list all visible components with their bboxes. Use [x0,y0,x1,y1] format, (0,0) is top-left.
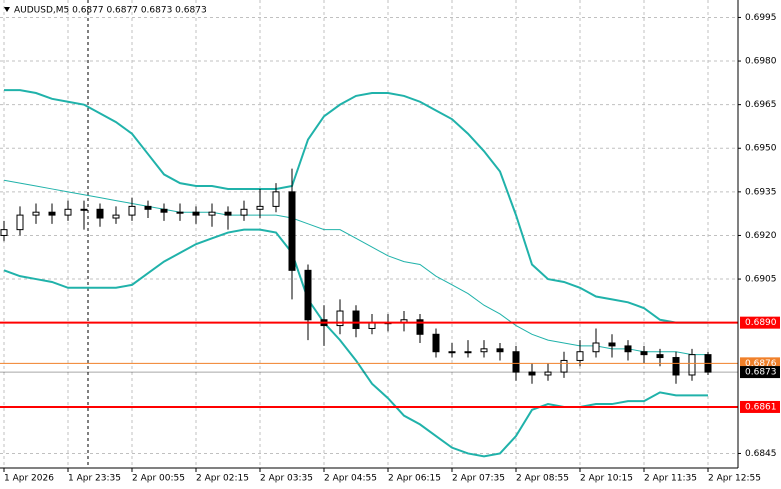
chart-title: AUDUSD,M5 0.6877 0.6877 0.6873 0.6873 [14,6,207,16]
candle-body [576,351,584,361]
candle-body [64,208,72,216]
candle-body [688,354,696,376]
x-tick-label: 2 Apr 10:15 [580,474,633,484]
candle-body [48,211,56,216]
candle-body [192,211,200,216]
candle-body [336,310,344,327]
y-tick-label: 0.6995 [745,13,777,23]
level-label: 0.6873 [745,368,777,378]
candle-body [160,208,168,213]
candle-body [128,205,136,216]
candle-body [640,351,648,356]
x-tick-label: 2 Apr 08:55 [516,474,569,484]
y-tick-label: 0.6935 [745,187,777,197]
level-label: 0.6861 [745,402,777,412]
candle-body [464,351,472,354]
x-tick-label: 2 Apr 06:15 [388,474,441,484]
indicator-line [3,228,708,458]
candle-body [32,211,40,216]
candle-body [304,269,312,321]
grid [0,0,738,468]
candle-body [544,371,552,376]
candle-body [672,357,680,376]
x-tick-label: 2 Apr 02:15 [196,474,249,484]
candle-body [512,351,520,373]
candle-body [144,205,152,210]
x-tick-label: 2 Apr 03:35 [260,474,313,484]
candle-body [528,371,536,376]
candle-body [496,348,504,353]
candle-body [448,351,456,354]
x-tick-label: 1 Apr 2026 [4,474,54,484]
candle-body [592,342,600,353]
x-tick-label: 1 Apr 23:35 [68,474,121,484]
candle-body [416,319,424,335]
candle-body [656,354,664,359]
candle-body [560,359,568,373]
x-tick-label: 2 Apr 04:55 [324,474,377,484]
candle-body [432,333,440,353]
level-badge [740,316,780,329]
plot [0,89,738,458]
level-label: 0.6876 [745,359,777,369]
y-tick-label: 0.6905 [745,275,777,285]
candle-body [624,345,632,353]
y-tick-label: 0.6950 [745,144,777,154]
indicator-line [3,179,708,356]
y-tick-label: 0.6845 [745,449,777,459]
y-tick-label: 0.6980 [745,57,777,67]
x-tick-label: 2 Apr 12:55 [708,474,761,484]
x-tick-label: 2 Apr 07:35 [452,474,505,484]
x-tick-label: 2 Apr 11:35 [644,474,697,484]
menu-arrow[interactable] [4,7,10,12]
level-badge [740,366,780,379]
candle-body [288,191,296,271]
candle-body [480,348,488,353]
candle-body [16,214,24,231]
candle-body [256,205,264,210]
candle-body [240,208,248,216]
candle-body [224,211,232,216]
candle-body [208,211,216,216]
level-label: 0.6890 [745,318,777,328]
candle-body [96,208,104,219]
candle-body [608,342,616,347]
y-tick-label: 0.6965 [745,100,777,110]
candle-body [352,310,360,329]
x-tick-label: 2 Apr 00:55 [132,474,185,484]
candle-body [0,229,8,236]
candle-body [176,211,184,214]
candle-body [112,214,120,219]
y-tick-label: 0.6920 [745,231,777,241]
level-badge [740,400,780,413]
indicator-line [4,89,708,324]
candle-body [272,191,280,207]
candle-body [80,208,88,211]
